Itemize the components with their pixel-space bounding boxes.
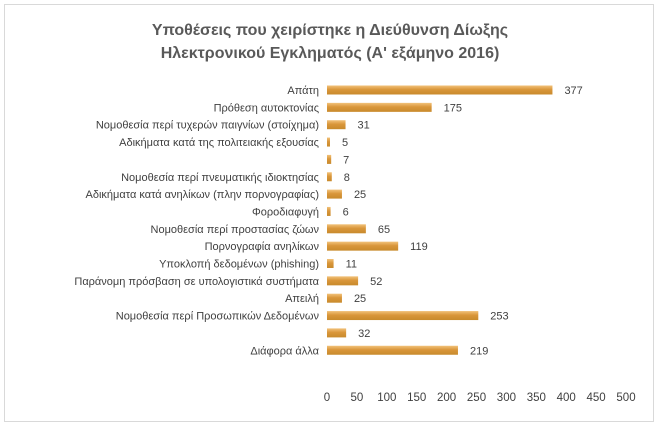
x-tick-label: 50 [351, 392, 364, 404]
bar [327, 328, 347, 338]
category-label: Πορνογραφία ανηλίκων [205, 241, 320, 253]
chart-title-line-1: Υποθέσεις που χειρίστηκε η Διεύθυνση Δίω… [152, 22, 508, 39]
category-label: Απειλή [285, 293, 319, 305]
data-label: 65 [378, 224, 390, 236]
category-label: Αδικήματα κατά ανηλίκων (πλην πορνογραφί… [86, 189, 319, 201]
x-tick-label: 0 [324, 392, 330, 404]
bar [327, 102, 432, 112]
data-label: 25 [354, 293, 366, 305]
bar [327, 311, 479, 321]
bar [327, 189, 342, 199]
chart-frame: Υποθέσεις που χειρίστηκε η Διεύθυνση Δίω… [4, 4, 654, 422]
x-tick-label: 350 [527, 392, 546, 404]
data-label: 25 [354, 189, 366, 201]
data-label: 7 [343, 154, 349, 166]
category-label: Παράνομη πρόσβαση σε υπολογιστικά συστήμ… [74, 276, 319, 288]
bar [327, 224, 366, 234]
x-tick-label: 500 [616, 392, 635, 404]
data-label: 32 [358, 328, 370, 340]
category-label: Αδικήματα κατά της πολιτειακής εξουσίας [119, 137, 319, 149]
x-tick-label: 200 [437, 392, 456, 404]
bar-chart: Υποθέσεις που χειρίστηκε η Διεύθυνση Δίω… [74, 22, 636, 404]
data-label: 52 [370, 276, 382, 288]
x-tick-label: 450 [587, 392, 606, 404]
bar [327, 293, 342, 303]
category-label: Απάτη [287, 85, 319, 97]
category-label: Νομοθεσία περί προστασίας ζώων [151, 224, 320, 236]
data-label: 6 [343, 206, 349, 218]
category-label: Διάφορα άλλα [250, 345, 319, 357]
bars-layer [327, 85, 553, 355]
x-tick-label: 250 [467, 392, 486, 404]
bar [327, 276, 359, 286]
chart-title-line-2: Ηλεκτρονικού Εγκληματός (Α' εξάμηνο 2016… [161, 45, 500, 62]
bar [327, 345, 458, 355]
bar [327, 137, 330, 147]
bar [327, 85, 553, 95]
value-labels: 377 175 31 5 7 8 25 6 65 119 11 52 25 253 32 219 [342, 85, 583, 357]
data-label: 8 [344, 172, 350, 184]
data-label: 175 [444, 102, 462, 114]
category-label: Νομοθεσία περί πνευματικής ιδιοκτησίας [121, 172, 319, 184]
category-label: Υποκλοπή δεδομένων (phishing) [159, 259, 319, 271]
bar [327, 206, 331, 216]
data-label: 219 [470, 345, 488, 357]
bar [327, 241, 399, 251]
category-labels: Απάτη Πρόθεση αυτοκτονίας Νομοθεσία περί τ… [74, 85, 319, 357]
bar [327, 120, 346, 130]
data-label: 253 [490, 311, 508, 323]
bar [327, 172, 332, 182]
data-label: 377 [564, 85, 582, 97]
x-tick-label: 400 [557, 392, 576, 404]
category-label: Νομοθεσία περί Προσωπικών Δεδομένων [116, 311, 320, 323]
x-tick-label: 150 [407, 392, 426, 404]
category-label: Νομοθεσία περί τυχερών παιγνίων (στοίχημ… [96, 120, 319, 132]
data-label: 119 [410, 241, 428, 253]
data-label: 11 [346, 259, 357, 271]
x-tick-label: 300 [497, 392, 516, 404]
category-label: Πρόθεση αυτοκτονίας [214, 102, 319, 114]
bar [327, 259, 334, 268]
x-axis-ticks: 0 50 100 150 200 250 300 350 400 450 500 [324, 392, 636, 404]
data-label: 5 [342, 137, 348, 149]
x-tick-label: 100 [377, 392, 396, 404]
category-label: Φοροδιαφυγή [252, 206, 319, 218]
bar [327, 154, 332, 164]
data-label: 31 [358, 120, 370, 132]
